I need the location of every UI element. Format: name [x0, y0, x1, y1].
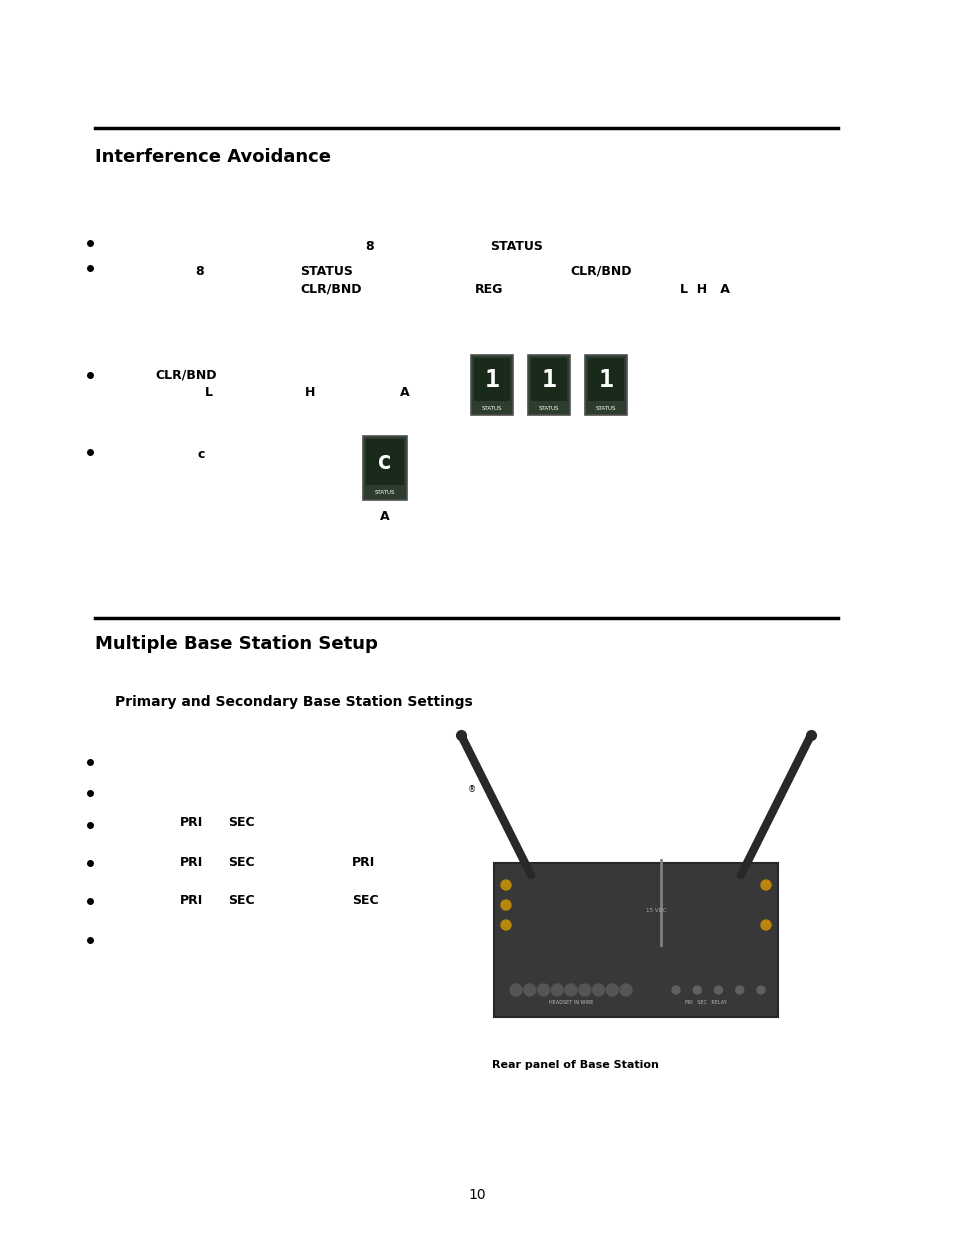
FancyBboxPatch shape [587, 358, 623, 401]
Text: PRI: PRI [180, 857, 203, 869]
Text: CLR/BND: CLR/BND [154, 368, 216, 382]
Text: STATUS: STATUS [481, 405, 501, 410]
Text: c: c [377, 450, 392, 474]
FancyBboxPatch shape [363, 436, 407, 500]
FancyBboxPatch shape [366, 438, 403, 485]
Circle shape [564, 984, 577, 995]
FancyBboxPatch shape [531, 358, 566, 401]
Text: H: H [305, 387, 315, 399]
Text: SEC: SEC [228, 857, 254, 869]
Circle shape [760, 881, 770, 890]
Text: REG: REG [475, 283, 503, 296]
Circle shape [605, 984, 618, 995]
Text: PRI: PRI [180, 815, 203, 829]
Text: ®: ® [468, 785, 476, 794]
Text: STATUS: STATUS [538, 405, 558, 410]
Text: STATUS: STATUS [375, 490, 395, 495]
Text: 10: 10 [468, 1188, 485, 1202]
FancyBboxPatch shape [471, 354, 513, 415]
Text: Multiple Base Station Setup: Multiple Base Station Setup [95, 635, 377, 653]
Text: SEC: SEC [228, 815, 254, 829]
Text: A: A [399, 387, 409, 399]
Text: PRI: PRI [352, 857, 375, 869]
Circle shape [578, 984, 590, 995]
Circle shape [510, 984, 521, 995]
Text: STATUS: STATUS [490, 240, 542, 253]
FancyBboxPatch shape [584, 354, 626, 415]
Text: PRI: PRI [180, 894, 203, 908]
Text: 1: 1 [541, 368, 556, 391]
Circle shape [551, 984, 562, 995]
Circle shape [500, 881, 511, 890]
Circle shape [671, 986, 679, 994]
Text: STATUS: STATUS [299, 266, 353, 278]
Text: 8: 8 [194, 266, 203, 278]
Text: A: A [380, 510, 390, 522]
Circle shape [537, 984, 549, 995]
Circle shape [693, 986, 700, 994]
Text: Primary and Secondary Base Station Settings: Primary and Secondary Base Station Setti… [115, 695, 473, 709]
Text: 1: 1 [598, 368, 613, 391]
Text: Interference Avoidance: Interference Avoidance [95, 148, 331, 165]
FancyBboxPatch shape [527, 354, 569, 415]
Text: HEADSET IN WIRE: HEADSET IN WIRE [548, 1000, 593, 1005]
Circle shape [523, 984, 536, 995]
Text: CLR/BND: CLR/BND [569, 266, 631, 278]
Text: L: L [205, 387, 213, 399]
Text: SEC: SEC [228, 894, 254, 908]
Text: SEC: SEC [352, 894, 378, 908]
Text: Rear panel of Base Station: Rear panel of Base Station [491, 1060, 658, 1070]
Text: 15 VDC: 15 VDC [645, 908, 665, 913]
Circle shape [500, 920, 511, 930]
Text: CLR/BND: CLR/BND [299, 283, 361, 296]
Text: PRI   SEC   RELAY: PRI SEC RELAY [684, 1000, 726, 1005]
Circle shape [757, 986, 764, 994]
Text: STATUS: STATUS [595, 405, 616, 410]
Circle shape [735, 986, 743, 994]
Text: 1: 1 [484, 368, 499, 391]
Text: c: c [198, 448, 205, 461]
Circle shape [500, 900, 511, 910]
Circle shape [714, 986, 721, 994]
FancyBboxPatch shape [474, 358, 510, 401]
Circle shape [592, 984, 604, 995]
Circle shape [760, 920, 770, 930]
Circle shape [619, 984, 631, 995]
Text: L  H   A: L H A [679, 283, 729, 296]
Text: 8: 8 [365, 240, 374, 253]
FancyBboxPatch shape [494, 863, 778, 1016]
